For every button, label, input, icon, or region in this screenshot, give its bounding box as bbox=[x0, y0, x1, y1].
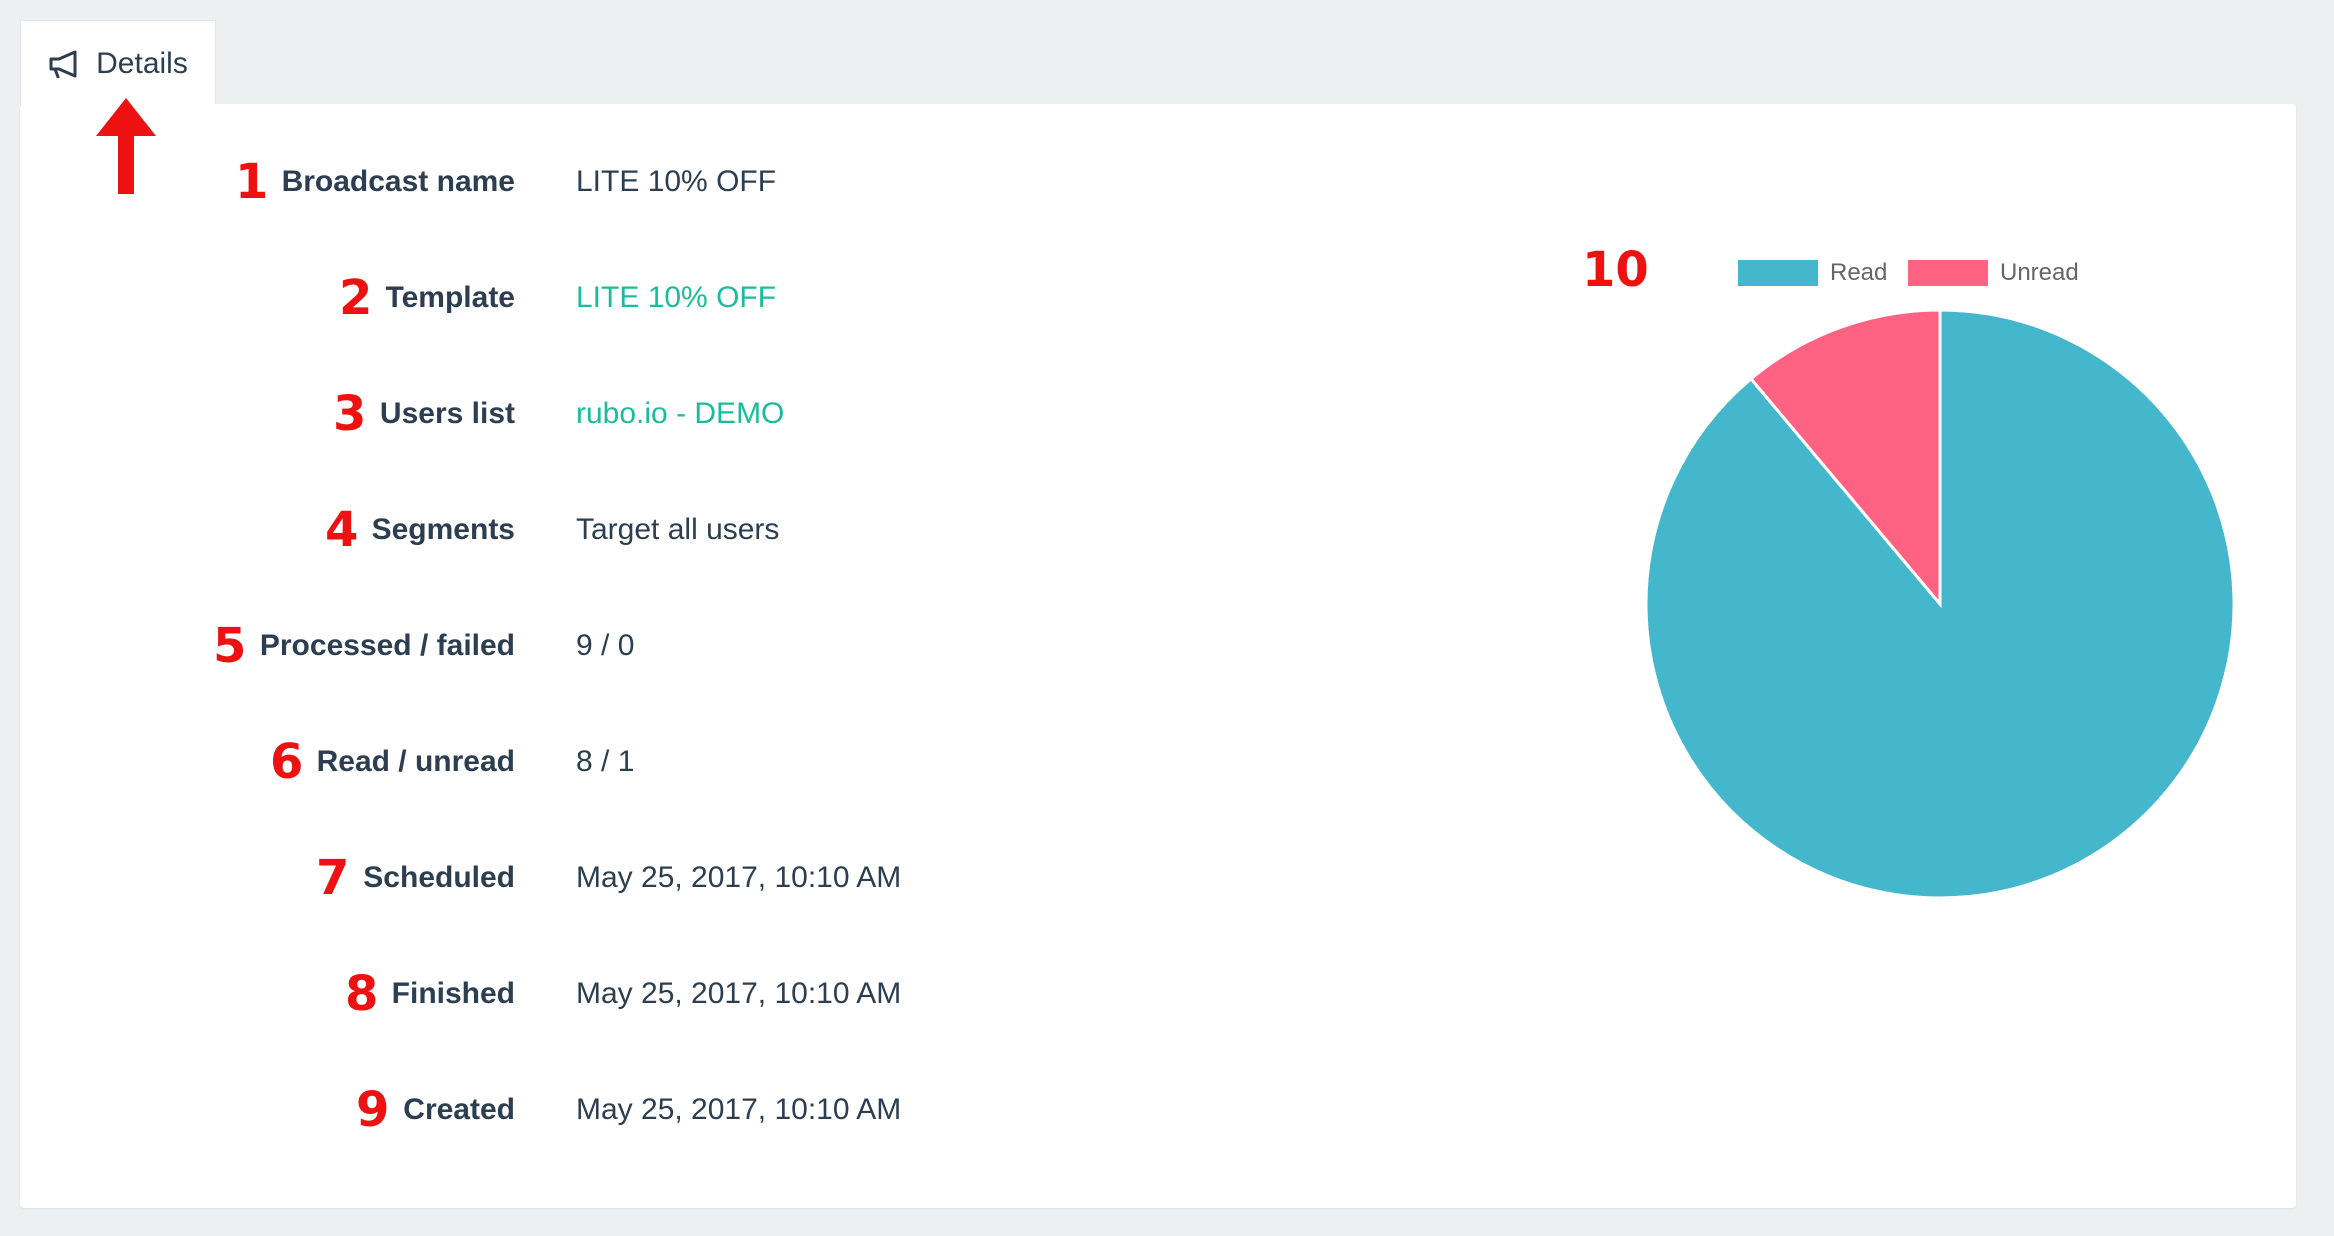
legend-item-read[interactable]: Read bbox=[1738, 258, 1887, 288]
detail-label: Template bbox=[385, 281, 515, 314]
detail-label: Users list bbox=[379, 397, 515, 430]
detail-value: LITE 10% OFF bbox=[576, 165, 777, 198]
annotation-marker-7: 7 bbox=[316, 850, 350, 906]
legend-item-unread[interactable]: Unread bbox=[1908, 258, 2079, 288]
detail-value: 9 / 0 bbox=[576, 629, 635, 662]
detail-row: 9 Created May 25, 2017, 10:10 AM bbox=[20, 1080, 1020, 1140]
detail-value: May 25, 2017, 10:10 AM bbox=[576, 977, 902, 1010]
detail-label: Read / unread bbox=[316, 745, 515, 778]
detail-row: 1 Broadcast name LITE 10% OFF bbox=[20, 152, 1020, 212]
detail-label: Scheduled bbox=[363, 861, 515, 894]
annotation-marker-1: 1 bbox=[235, 154, 269, 210]
pie-slice-unread[interactable] bbox=[1748, 308, 1942, 609]
detail-row: 2 Template LITE 10% OFF bbox=[20, 268, 1020, 328]
detail-label: Segments bbox=[371, 513, 515, 546]
annotation-marker-8: 8 bbox=[345, 966, 379, 1022]
detail-value: May 25, 2017, 10:10 AM bbox=[576, 1093, 902, 1126]
detail-row: 6 Read / unread 8 / 1 bbox=[20, 732, 1020, 792]
legend-swatch-unread bbox=[1908, 260, 1988, 286]
legend-label-unread: Unread bbox=[2000, 259, 2079, 286]
detail-row: 8 Finished May 25, 2017, 10:10 AM bbox=[20, 964, 1020, 1024]
annotation-marker-6: 6 bbox=[270, 734, 304, 790]
detail-label: Finished bbox=[391, 977, 515, 1010]
detail-label: Created bbox=[403, 1093, 515, 1126]
annotation-marker-9: 9 bbox=[356, 1082, 390, 1138]
detail-value-link[interactable]: rubo.io - DEMO bbox=[576, 397, 785, 430]
detail-value: 8 / 1 bbox=[576, 745, 635, 778]
megaphone-icon bbox=[48, 50, 82, 78]
tab-details[interactable]: Details bbox=[20, 20, 216, 106]
detail-value: Target all users bbox=[576, 513, 780, 546]
detail-row: 4 Segments Target all users bbox=[20, 500, 1020, 560]
detail-value: May 25, 2017, 10:10 AM bbox=[576, 861, 902, 894]
tab-details-label: Details bbox=[96, 46, 188, 80]
annotation-marker-10: 10 bbox=[1582, 242, 1649, 298]
read-unread-pie-chart bbox=[1644, 308, 2236, 900]
legend-label-read: Read bbox=[1830, 259, 1888, 286]
details-panel: 1 Broadcast name LITE 10% OFF 2 Template LITE… bbox=[20, 104, 2296, 1208]
annotation-marker-2: 2 bbox=[339, 270, 373, 326]
annotation-marker-5: 5 bbox=[213, 618, 247, 674]
annotation-marker-3: 3 bbox=[333, 386, 367, 442]
detail-label: Processed / failed bbox=[259, 629, 515, 662]
detail-row: 5 Processed / failed 9 / 0 bbox=[20, 616, 1020, 676]
detail-value-link[interactable]: LITE 10% OFF bbox=[576, 281, 777, 314]
detail-row: 7 Scheduled May 25, 2017, 10:10 AM bbox=[20, 848, 1020, 908]
detail-label: Broadcast name bbox=[281, 165, 515, 198]
annotation-arrow-up-icon bbox=[96, 98, 156, 194]
legend-swatch-read bbox=[1738, 260, 1818, 286]
detail-row: 3 Users list rubo.io - DEMO bbox=[20, 384, 1020, 444]
annotation-marker-4: 4 bbox=[325, 502, 359, 558]
